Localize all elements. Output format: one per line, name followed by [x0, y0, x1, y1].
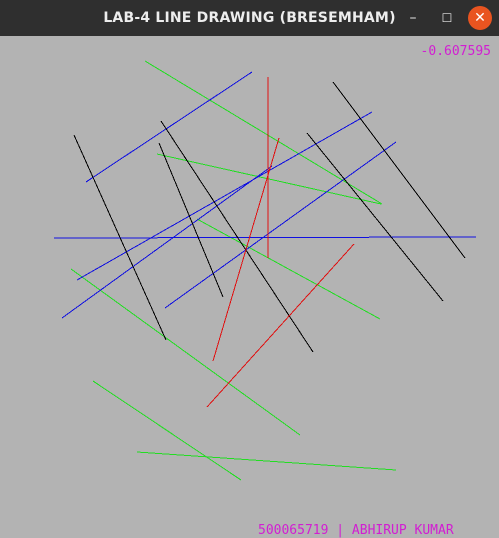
- green-line-5: [92, 380, 242, 481]
- close-icon[interactable]: ✕: [468, 6, 492, 30]
- green-line-3: [196, 218, 381, 320]
- black-line-5: [332, 81, 466, 259]
- author-credit: 500065719 | ABHIRUP KUMAR: [258, 523, 454, 538]
- green-line-6: [136, 451, 397, 471]
- green-line-4: [70, 268, 301, 436]
- maximize-icon[interactable]: ☐: [441, 11, 453, 25]
- red-line-3: [206, 243, 355, 408]
- black-line-1: [73, 134, 167, 341]
- black-line-3: [160, 120, 314, 353]
- title-bar[interactable]: LAB-4 LINE DRAWING (BRESEMHAM) – ☐ ✕: [0, 0, 499, 36]
- red-line-2: [212, 137, 280, 362]
- value-readout: -0.607595: [420, 44, 491, 59]
- lines-drawing: [53, 60, 477, 481]
- blue-line-1: [85, 71, 253, 183]
- blue-line-5: [53, 236, 477, 239]
- drawing-canvas[interactable]: -0.607595 500065719 | ABHIRUP KUMAR: [0, 36, 499, 538]
- window-title: LAB-4 LINE DRAWING (BRESEMHAM): [103, 10, 396, 26]
- blue-line-2: [76, 111, 373, 281]
- blue-line-3: [61, 165, 273, 319]
- minimize-icon[interactable]: –: [409, 10, 417, 26]
- green-line-2: [156, 153, 382, 205]
- blue-line-4: [164, 141, 397, 309]
- black-line-4: [306, 132, 444, 302]
- green-line-1: [144, 60, 383, 205]
- black-line-2: [158, 142, 224, 298]
